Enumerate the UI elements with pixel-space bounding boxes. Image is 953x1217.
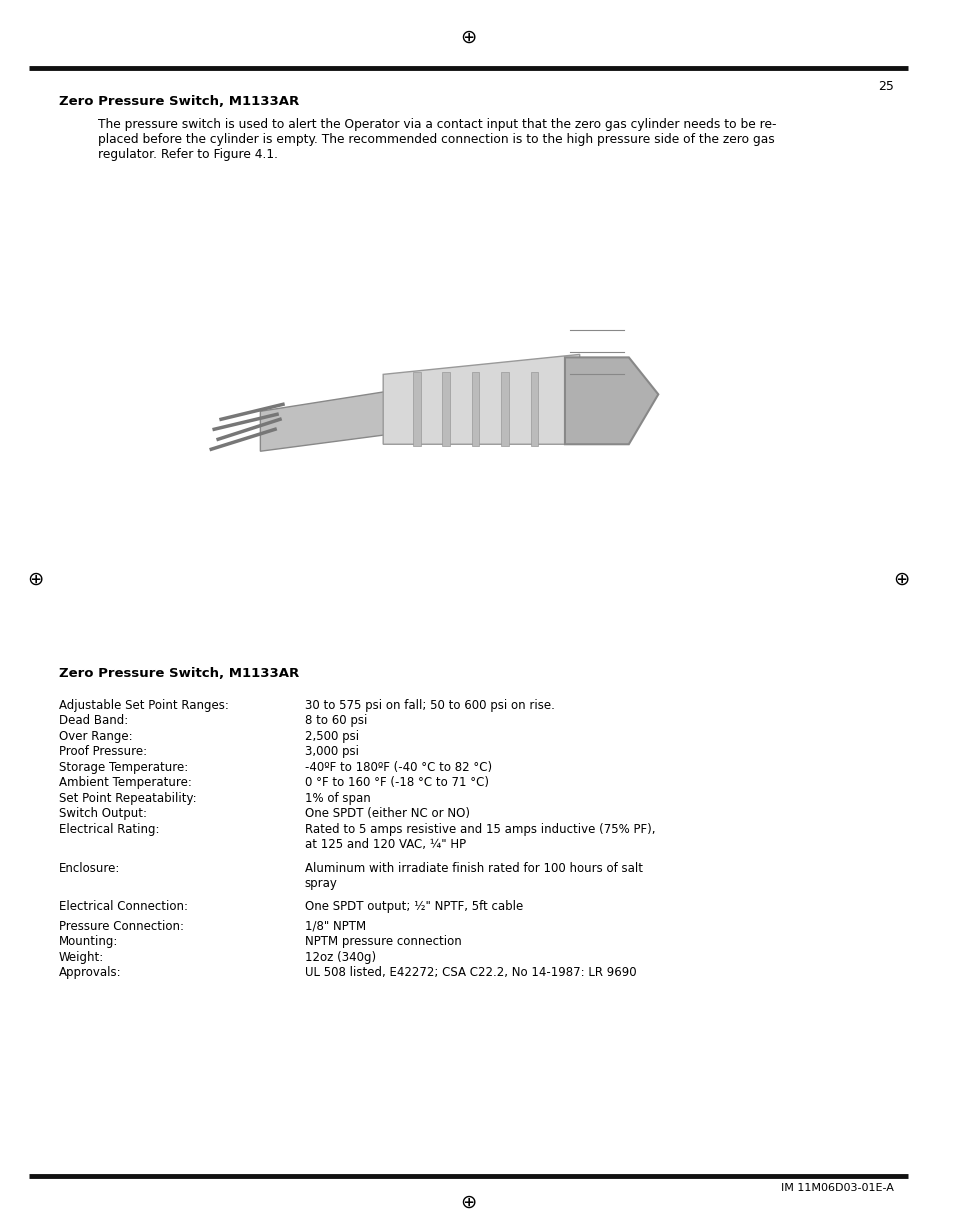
Text: 30 to 575 psi on fall; 50 to 600 psi on rise.: 30 to 575 psi on fall; 50 to 600 psi on …	[304, 699, 554, 712]
Polygon shape	[564, 358, 658, 444]
Polygon shape	[260, 387, 413, 452]
Text: Over Range:: Over Range:	[59, 730, 132, 742]
Polygon shape	[413, 372, 420, 447]
Text: Electrical Rating:: Electrical Rating:	[59, 823, 159, 836]
Text: 3,000 psi: 3,000 psi	[304, 745, 358, 758]
Text: 1/8" NPTM: 1/8" NPTM	[304, 920, 365, 933]
Text: Approvals:: Approvals:	[59, 966, 121, 980]
Text: Mounting:: Mounting:	[59, 936, 118, 948]
Text: 25: 25	[878, 80, 893, 92]
Text: Aluminum with irradiate finish rated for 100 hours of salt: Aluminum with irradiate finish rated for…	[304, 862, 642, 875]
Text: Pressure Connection:: Pressure Connection:	[59, 920, 184, 933]
Text: Set Point Repeatability:: Set Point Repeatability:	[59, 791, 196, 804]
Polygon shape	[500, 372, 509, 447]
Text: ⊕: ⊕	[28, 570, 44, 589]
Text: ⊕: ⊕	[460, 28, 476, 47]
Text: at 125 and 120 VAC, ¼" HP: at 125 and 120 VAC, ¼" HP	[304, 839, 465, 851]
Text: Rated to 5 amps resistive and 15 amps inductive (75% PF),: Rated to 5 amps resistive and 15 amps in…	[304, 823, 655, 836]
Text: UL 508 listed, E42272; CSA C22.2, No 14-1987: LR 9690: UL 508 listed, E42272; CSA C22.2, No 14-…	[304, 966, 636, 980]
Text: ⊕: ⊕	[893, 570, 909, 589]
Text: 1% of span: 1% of span	[304, 791, 370, 804]
Text: Storage Temperature:: Storage Temperature:	[59, 761, 188, 774]
Text: regulator. Refer to Figure 4.1.: regulator. Refer to Figure 4.1.	[98, 147, 278, 161]
Text: Dead Band:: Dead Band:	[59, 714, 128, 728]
Text: 12oz (340g): 12oz (340g)	[304, 950, 375, 964]
Text: Switch Output:: Switch Output:	[59, 807, 147, 820]
Text: 0 °F to 160 °F (-18 °C to 71 °C): 0 °F to 160 °F (-18 °C to 71 °C)	[304, 776, 488, 789]
Text: spray: spray	[304, 877, 337, 890]
Text: Zero Pressure Switch, M1133AR: Zero Pressure Switch, M1133AR	[59, 667, 299, 680]
Text: Zero Pressure Switch, M1133AR: Zero Pressure Switch, M1133AR	[59, 95, 299, 108]
Text: Weight:: Weight:	[59, 950, 104, 964]
Text: The pressure switch is used to alert the Operator via a contact input that the z: The pressure switch is used to alert the…	[98, 118, 776, 130]
Polygon shape	[471, 372, 479, 447]
Text: 8 to 60 psi: 8 to 60 psi	[304, 714, 367, 728]
Text: -40ºF to 180ºF (-40 °C to 82 °C): -40ºF to 180ºF (-40 °C to 82 °C)	[304, 761, 491, 774]
Polygon shape	[383, 354, 579, 444]
Text: Electrical Connection:: Electrical Connection:	[59, 901, 188, 914]
Text: IM 11M06D03-01E-A: IM 11M06D03-01E-A	[781, 1183, 893, 1193]
Polygon shape	[530, 372, 537, 447]
Text: 2,500 psi: 2,500 psi	[304, 730, 358, 742]
Text: NPTM pressure connection: NPTM pressure connection	[304, 936, 461, 948]
Text: Adjustable Set Point Ranges:: Adjustable Set Point Ranges:	[59, 699, 229, 712]
Text: One SPDT output; ½" NPTF, 5ft cable: One SPDT output; ½" NPTF, 5ft cable	[304, 901, 522, 914]
Text: Proof Pressure:: Proof Pressure:	[59, 745, 147, 758]
Text: One SPDT (either NC or NO): One SPDT (either NC or NO)	[304, 807, 469, 820]
Text: Enclosure:: Enclosure:	[59, 862, 120, 875]
Text: Ambient Temperature:: Ambient Temperature:	[59, 776, 192, 789]
Text: placed before the cylinder is empty. The recommended connection is to the high p: placed before the cylinder is empty. The…	[98, 133, 774, 146]
Text: ⊕: ⊕	[460, 1193, 476, 1212]
Polygon shape	[441, 372, 450, 447]
